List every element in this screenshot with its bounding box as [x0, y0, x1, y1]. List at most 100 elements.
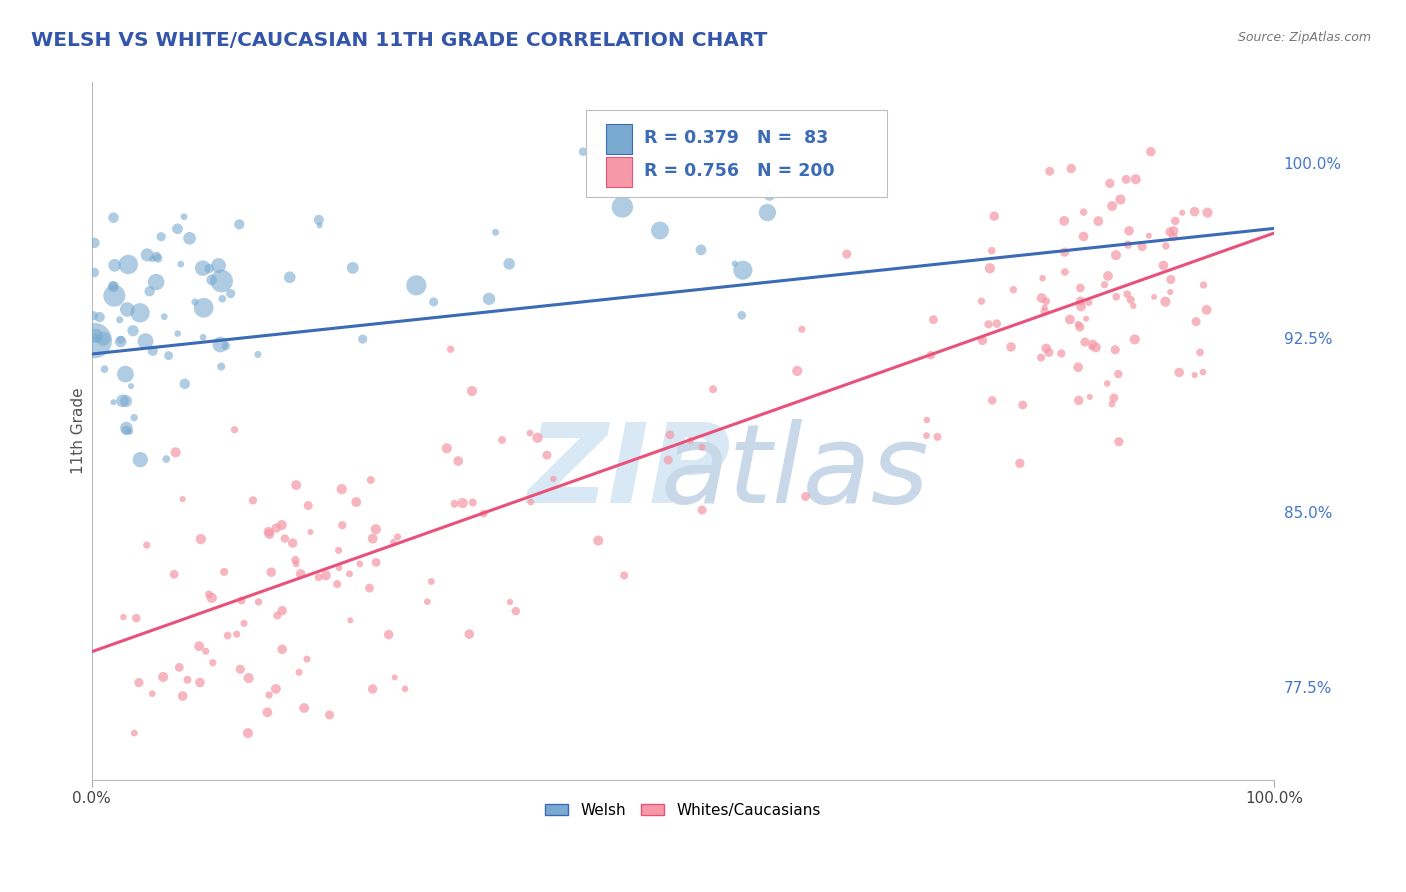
Point: [1192, 278, 1215, 293]
Point: [246, 347, 269, 361]
Point: [191, 330, 214, 344]
Point: [129, 306, 152, 320]
Point: [1029, 351, 1052, 365]
Point: [1033, 304, 1056, 318]
Point: [361, 681, 384, 696]
Point: [212, 565, 235, 579]
Point: [103, 279, 125, 293]
Point: [405, 278, 427, 293]
Point: [572, 145, 595, 159]
Point: [229, 662, 252, 676]
Point: [648, 223, 671, 237]
Point: [1116, 237, 1139, 252]
Point: [1077, 295, 1099, 310]
Point: [83, 334, 105, 348]
Point: [1163, 224, 1185, 238]
Point: [387, 530, 409, 544]
Point: [193, 301, 215, 315]
Point: [1197, 205, 1219, 219]
Point: [173, 376, 195, 391]
Point: [394, 681, 416, 696]
Point: [588, 533, 610, 548]
Point: [117, 302, 139, 317]
Point: [145, 249, 167, 263]
Point: [361, 532, 384, 546]
Point: [209, 337, 232, 351]
Point: [179, 231, 201, 245]
Point: [927, 430, 949, 444]
Point: [1067, 393, 1090, 408]
Point: [1137, 228, 1160, 243]
Point: [1123, 333, 1146, 347]
Point: [315, 568, 337, 582]
Point: [207, 259, 229, 273]
Point: [224, 423, 246, 437]
Point: [295, 652, 318, 666]
Point: [122, 410, 145, 425]
Point: [292, 701, 315, 715]
Point: [1116, 287, 1139, 301]
Point: [1070, 294, 1092, 309]
Point: [472, 507, 495, 521]
Point: [1011, 398, 1033, 412]
Point: [659, 428, 682, 442]
Point: [1038, 345, 1060, 359]
Point: [201, 273, 224, 287]
Point: [1097, 268, 1119, 283]
Point: [690, 440, 713, 454]
Point: [1118, 224, 1140, 238]
Point: [731, 309, 754, 323]
Point: [153, 310, 176, 324]
Point: [436, 441, 458, 455]
Point: [173, 210, 195, 224]
Point: [117, 258, 139, 272]
Point: [1008, 456, 1031, 470]
Text: ZIP: ZIP: [529, 419, 731, 526]
Point: [364, 556, 387, 570]
Point: [1067, 318, 1090, 332]
Point: [382, 535, 405, 549]
Point: [260, 565, 283, 579]
Point: [1080, 340, 1102, 354]
Point: [1073, 205, 1095, 219]
Point: [152, 670, 174, 684]
Point: [134, 334, 156, 348]
Point: [1069, 281, 1091, 295]
Point: [835, 247, 858, 261]
Point: [256, 706, 278, 720]
Point: [118, 425, 141, 439]
Point: [190, 532, 212, 546]
Point: [384, 670, 406, 684]
Point: [278, 270, 301, 285]
Point: [1152, 259, 1174, 273]
Point: [1078, 390, 1101, 404]
Point: [125, 611, 148, 625]
Point: [1122, 299, 1144, 313]
Point: [794, 490, 817, 504]
Point: [257, 524, 280, 539]
Point: [157, 349, 180, 363]
Point: [274, 532, 297, 546]
Point: [104, 258, 127, 272]
Point: [1070, 300, 1092, 314]
Point: [1130, 240, 1153, 254]
Text: atlas: atlas: [661, 419, 929, 526]
Point: [484, 225, 506, 239]
Point: [108, 313, 131, 327]
Point: [1101, 199, 1123, 213]
Point: [1119, 293, 1142, 307]
Point: [498, 257, 520, 271]
Point: [328, 543, 350, 558]
Point: [447, 454, 470, 468]
Point: [1161, 229, 1184, 244]
Point: [103, 211, 125, 225]
Point: [1160, 272, 1182, 286]
Point: [228, 218, 250, 232]
Point: [172, 689, 194, 703]
Point: [247, 595, 270, 609]
Point: [690, 503, 713, 517]
Point: [526, 431, 548, 445]
Text: Source: ZipAtlas.com: Source: ZipAtlas.com: [1237, 31, 1371, 45]
Point: [1035, 342, 1057, 356]
Point: [284, 553, 307, 567]
